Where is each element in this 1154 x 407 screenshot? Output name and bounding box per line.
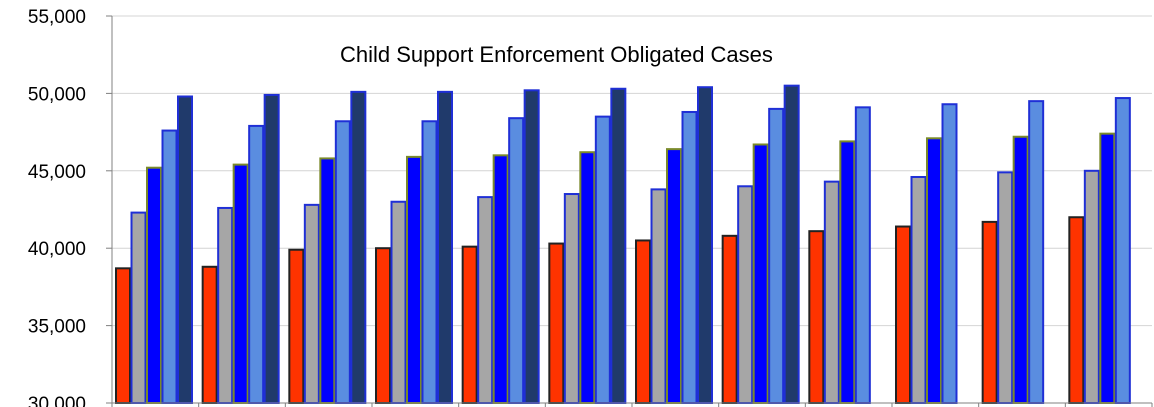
bar: [303, 203, 320, 404]
bar: [477, 196, 494, 404]
bar: [1028, 100, 1045, 404]
bar: [130, 211, 147, 404]
bar: [508, 117, 525, 404]
bar: [941, 103, 958, 405]
bar: [201, 265, 218, 404]
bar: [563, 193, 580, 404]
bar: [390, 200, 407, 404]
y-tick-label: 30,000: [28, 394, 86, 407]
bar: [783, 84, 800, 404]
bars: [115, 84, 1131, 405]
bar: [1114, 97, 1131, 404]
bar: [1012, 135, 1029, 405]
bar: [263, 93, 280, 404]
bar: [492, 154, 509, 404]
bar: [161, 129, 178, 404]
bar: [981, 220, 998, 404]
bar: [146, 166, 162, 404]
y-tick-label: 50,000: [28, 84, 86, 105]
bar: [375, 247, 391, 404]
axes: [106, 15, 1153, 407]
chart-title: Child Support Enforcement Obligated Case…: [340, 42, 773, 67]
bar: [650, 188, 667, 404]
bar: [1099, 132, 1116, 404]
bar: [926, 137, 942, 405]
bar: [232, 163, 249, 404]
bar: [854, 106, 871, 404]
bar: [1068, 216, 1085, 404]
bar: [523, 89, 540, 405]
bar: [461, 245, 478, 404]
bar: [610, 87, 627, 404]
bar: [823, 180, 840, 404]
bar: [115, 267, 131, 404]
bar: [1083, 169, 1100, 404]
bar: [697, 86, 713, 404]
bar: [217, 206, 234, 404]
bar: [248, 124, 265, 405]
bar: [548, 242, 565, 404]
bar: [406, 155, 422, 404]
gridlines: [112, 15, 1152, 327]
bar: [721, 234, 738, 404]
bar: [594, 115, 611, 405]
bar: [350, 90, 367, 405]
bar: [421, 120, 438, 404]
y-tick-label: 55,000: [28, 7, 86, 28]
bar: [635, 239, 651, 404]
y-tick-label: 35,000: [28, 317, 86, 338]
bar: [839, 140, 856, 404]
bar: [437, 90, 453, 405]
y-tick-labels: 30,000 35,000 40,000 45,000 50,000 55,000: [28, 7, 86, 407]
bar: [319, 157, 336, 404]
bar: [768, 107, 785, 404]
bar: [666, 148, 682, 404]
bar: [895, 225, 911, 404]
bar: [737, 185, 754, 404]
bar: [910, 175, 927, 404]
bar: [579, 151, 596, 404]
y-tick-label: 45,000: [28, 162, 86, 183]
bar: [997, 171, 1014, 404]
y-tick-label: 40,000: [28, 239, 86, 260]
bar: [334, 120, 351, 404]
bar: [177, 95, 193, 404]
bar: [752, 143, 769, 404]
bar: [288, 248, 305, 404]
bar: [808, 230, 825, 404]
bar: [681, 110, 698, 404]
